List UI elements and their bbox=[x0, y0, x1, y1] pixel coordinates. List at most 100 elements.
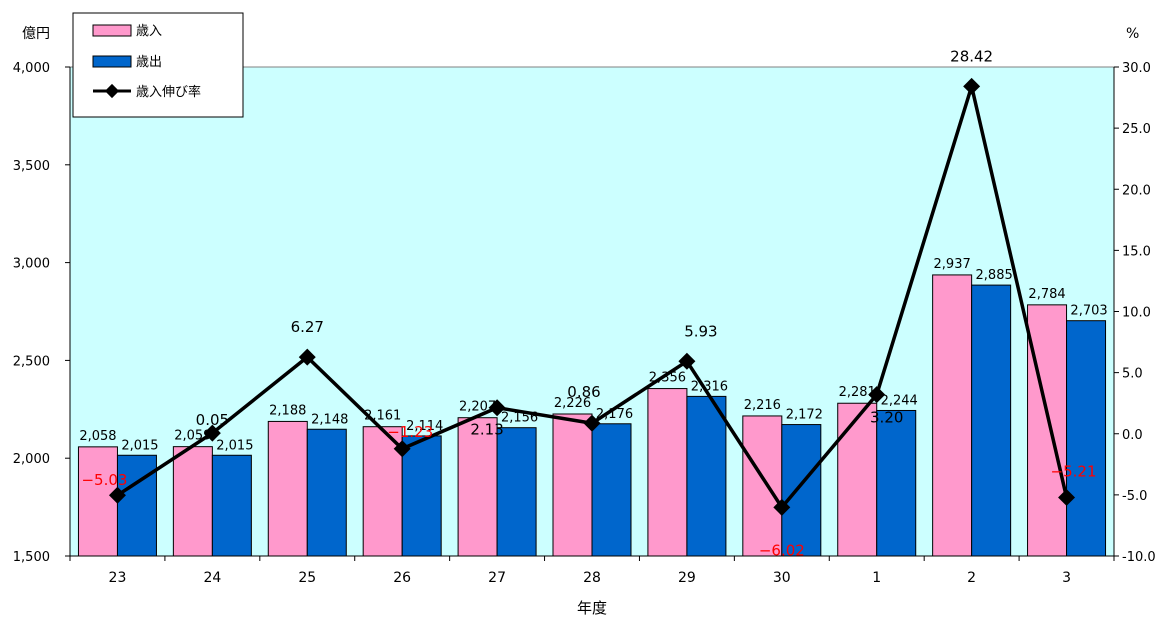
revenue-value-label: 2,059 bbox=[174, 429, 211, 444]
growth-rate-marker-28 bbox=[583, 414, 601, 432]
bar-revenue-29 bbox=[647, 388, 688, 557]
growth-rate-value-label: −5.21 bbox=[1051, 462, 1097, 480]
growth-rate-marker-2 bbox=[963, 77, 981, 95]
x-tick-label: 1 bbox=[872, 570, 881, 586]
bar-revenue-28 bbox=[552, 413, 593, 557]
revenue-value-label: 2,356 bbox=[649, 371, 686, 386]
revenue-value-label: 2,226 bbox=[554, 396, 591, 411]
bar-expenditure-28 bbox=[591, 423, 632, 557]
legend-label-expenditure: 歳出 bbox=[136, 55, 162, 70]
bar-revenue-26 bbox=[362, 426, 403, 557]
y2-tick-label: 0.0 bbox=[1122, 428, 1143, 443]
expenditure-value-label: 2,172 bbox=[786, 408, 823, 423]
revenue-value-label: 2,784 bbox=[1028, 287, 1065, 302]
y-tick-label: 3,500 bbox=[13, 159, 50, 174]
expenditure-value-label: 2,244 bbox=[881, 393, 918, 408]
growth-rate-marker-27 bbox=[488, 399, 506, 417]
y2-tick-label: 15.0 bbox=[1122, 244, 1151, 259]
growth-rate-value-label: −6.02 bbox=[759, 541, 805, 559]
growth-rate-value-label: −5.03 bbox=[81, 471, 127, 489]
revenue-value-label: 2,937 bbox=[934, 257, 971, 272]
growth-rate-marker-24 bbox=[203, 424, 221, 442]
axes-group: 1,500 2,000 2,500 3,000 3,500 4,000 -10.0 -5.0 0… bbox=[13, 61, 1156, 586]
bar-revenue-3 bbox=[1027, 304, 1068, 557]
bar-revenue-1 bbox=[837, 402, 878, 557]
x-tick-label: 23 bbox=[109, 570, 127, 586]
growth-rate-value-label: 0.86 bbox=[567, 383, 600, 401]
bar-revenue-23 bbox=[77, 446, 118, 557]
revenue-value-label: 2,281 bbox=[839, 385, 876, 400]
growth-rate-marker-23 bbox=[108, 486, 126, 504]
revenue-value-label: 2,058 bbox=[79, 429, 116, 444]
growth-rate-marker-29 bbox=[678, 352, 696, 370]
y2-tick-label: 30.0 bbox=[1122, 61, 1151, 76]
bar-revenue-24 bbox=[172, 446, 213, 557]
legend-label-revenue: 歳入 bbox=[136, 24, 162, 39]
bar-expenditure-24 bbox=[211, 454, 252, 557]
x-tick-label: 3 bbox=[1062, 570, 1071, 586]
bar-expenditure-30 bbox=[781, 424, 822, 557]
data-labels-group: 2,058 2,015 2,059 2,015 2,188 2,148 2,161 2,114… bbox=[79, 47, 1107, 559]
y-tick-label: 2,000 bbox=[13, 452, 50, 467]
expenditure-value-label: 2,114 bbox=[406, 419, 443, 434]
growth-rate-marker-26 bbox=[393, 440, 411, 458]
y-axis-label: 億円 bbox=[22, 26, 50, 42]
growth-rate-value-label: 5.93 bbox=[684, 322, 717, 340]
expenditure-value-label: 2,885 bbox=[976, 268, 1013, 283]
y2-tick-label: 20.0 bbox=[1122, 183, 1151, 198]
legend-swatch-expenditure bbox=[92, 55, 132, 68]
expenditure-value-label: 2,015 bbox=[216, 438, 253, 453]
x-tick-label: 28 bbox=[583, 570, 601, 586]
growth-rate-value-label: 6.27 bbox=[291, 318, 324, 336]
y2-tick-label: 5.0 bbox=[1122, 367, 1143, 382]
growth-rate-marker-30 bbox=[773, 498, 791, 516]
revenue-value-label: 2,188 bbox=[269, 403, 306, 418]
y2-tick-label: -5.0 bbox=[1122, 489, 1147, 504]
bar-expenditure-1 bbox=[876, 409, 917, 557]
growth-rate-value-label: −1.23 bbox=[387, 423, 433, 441]
revenue-value-label: 2,207 bbox=[459, 400, 496, 415]
bar-revenue-25 bbox=[267, 420, 308, 557]
growth-rate-marker-25 bbox=[298, 348, 316, 366]
growth-rate-value-label: 3.20 bbox=[870, 409, 903, 427]
revenue-value-label: 2,161 bbox=[364, 409, 401, 424]
bar-series-group bbox=[77, 274, 1107, 557]
expenditure-value-label: 2,156 bbox=[501, 411, 538, 426]
x-tick-label: 2 bbox=[967, 570, 976, 586]
y-tick-label: 3,000 bbox=[13, 257, 50, 272]
bar-revenue-27 bbox=[457, 417, 498, 557]
x-tick-label: 30 bbox=[773, 570, 791, 586]
expenditure-value-label: 2,703 bbox=[1070, 304, 1107, 319]
x-axis-label: 年度 bbox=[577, 599, 607, 617]
y-tick-label: 2,500 bbox=[13, 354, 50, 369]
revenue-value-label: 2,216 bbox=[744, 398, 781, 413]
bar-expenditure-2 bbox=[971, 284, 1012, 557]
growth-rate-value-label: 2.13 bbox=[470, 421, 503, 439]
y-tick-label: 1,500 bbox=[13, 550, 50, 565]
bar-revenue-30 bbox=[742, 415, 783, 557]
y2-tick-label: 25.0 bbox=[1122, 122, 1151, 137]
legend-label-growth: 歳入伸び率 bbox=[136, 84, 201, 100]
expenditure-value-label: 2,176 bbox=[596, 407, 633, 422]
expenditure-value-label: 2,015 bbox=[121, 438, 158, 453]
bar-expenditure-25 bbox=[306, 428, 347, 557]
bar-expenditure-3 bbox=[1066, 320, 1107, 557]
bar-expenditure-29 bbox=[686, 395, 727, 557]
bar-expenditure-26 bbox=[401, 435, 442, 557]
x-tick-label: 27 bbox=[488, 570, 506, 586]
legend-swatch-revenue bbox=[92, 24, 132, 37]
bar-expenditure-27 bbox=[496, 427, 537, 557]
y-tick-label: 4,000 bbox=[13, 61, 50, 76]
growth-rate-marker-1 bbox=[868, 386, 886, 404]
x-tick-label: 26 bbox=[393, 570, 411, 586]
x-tick-label: 24 bbox=[203, 570, 221, 586]
legend: 歳入 歳出 歳入伸び率 bbox=[72, 12, 244, 118]
expenditure-value-label: 2,316 bbox=[691, 379, 728, 394]
bar-revenue-2 bbox=[932, 274, 973, 557]
growth-rate-value-label: 0.05 bbox=[196, 411, 229, 429]
x-tick-label: 25 bbox=[298, 570, 316, 586]
y2-tick-label: 10.0 bbox=[1122, 306, 1151, 321]
x-tick-label: 29 bbox=[678, 570, 696, 586]
y2-axis-label: % bbox=[1126, 26, 1139, 42]
